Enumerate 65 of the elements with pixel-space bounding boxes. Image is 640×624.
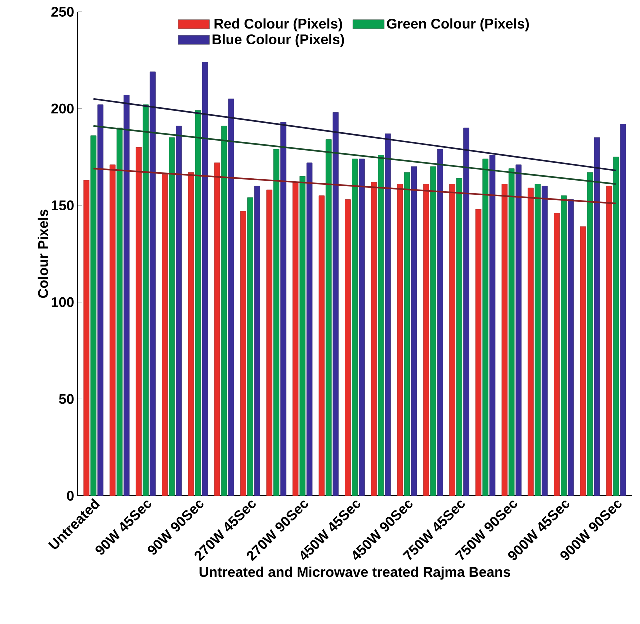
bar [300,176,306,496]
bar [169,138,176,496]
bar [248,198,254,496]
bar [371,182,378,496]
bar [136,147,142,496]
bar [378,155,384,496]
bar [528,188,534,496]
bar [534,184,541,496]
bar [430,166,436,496]
bar [345,200,351,496]
bar [437,149,444,496]
bar [587,172,594,496]
bar [90,136,97,496]
legend-label: Red Colour (Pixels) [214,18,342,32]
bar [508,168,515,496]
bar [84,180,90,496]
bar [542,186,548,496]
bar [568,200,574,496]
bar [188,172,194,496]
bar [228,98,234,496]
bar [450,184,456,496]
bar [142,104,149,496]
bar [254,186,260,496]
bar [561,196,568,496]
x-axis-title: Untreated and Microwave treated Rajma Beans [200,566,510,580]
legend-label: Blue Colour (Pixels) [212,34,344,48]
bar [352,158,358,496]
bar [221,126,228,496]
bar [404,172,410,496]
bar [397,184,404,496]
bar [326,140,332,496]
bar [613,156,620,496]
y-axis-title: Colour Pixels [38,210,48,298]
bar [580,226,586,496]
bar [280,122,287,496]
bar [176,126,182,496]
bar [490,155,496,496]
bar [274,149,280,496]
bar [502,184,508,496]
bar [266,190,273,496]
bar [195,110,202,496]
bar [332,112,339,496]
bar [482,158,489,496]
y-tick-label: 0 [67,491,74,501]
bar [240,211,246,496]
bar [116,128,123,496]
y-tick-label: 50 [59,394,74,404]
y-tick-label: 100 [52,297,74,308]
bar [606,186,612,496]
bar [162,174,168,496]
bar [318,196,325,496]
bar [110,164,116,496]
bar [620,124,626,496]
bar [423,184,430,496]
bar [359,158,365,496]
legend-label: Green Colour (Pixels) [387,18,530,32]
bar [554,213,560,496]
bar [456,178,462,496]
y-tick-label: 200 [52,104,74,114]
y-tick-label: 250 [52,7,74,17]
bar [476,209,482,496]
y-tick-label: 150 [52,200,74,211]
bar [214,162,220,496]
bar [150,72,156,496]
bar [292,182,299,496]
